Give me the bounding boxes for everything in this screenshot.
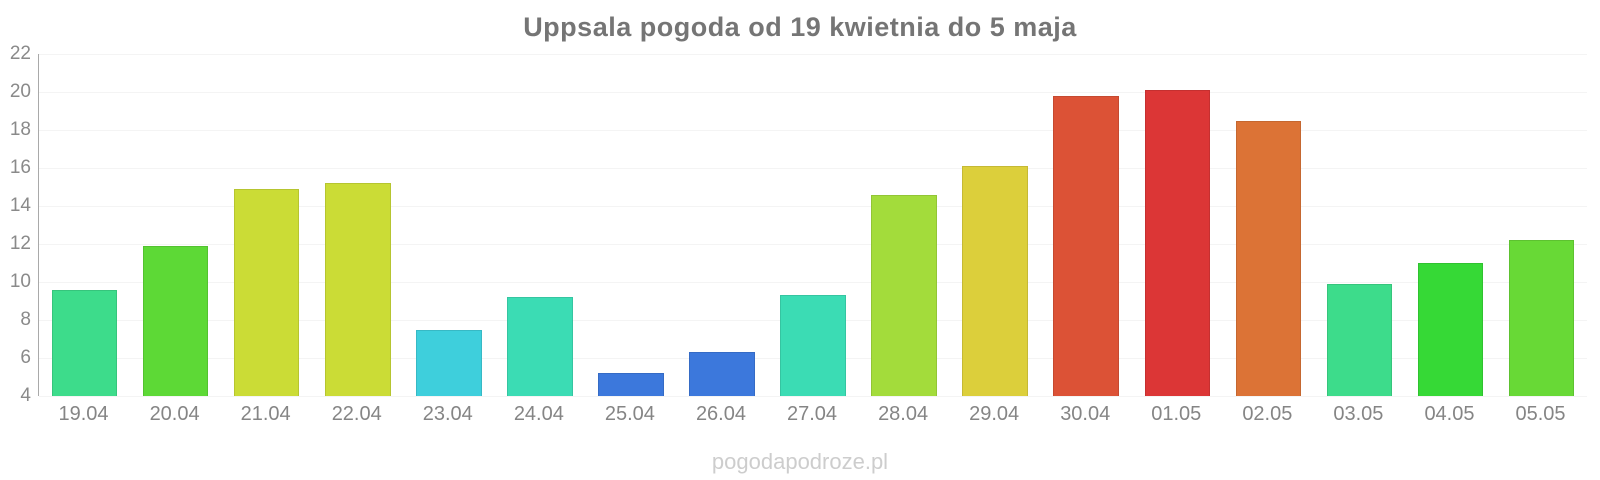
y-tick-label-6: 6 [20,346,31,368]
chart-title: Uppsala pogoda od 19 kwietnia do 5 maja [523,12,1077,42]
x-tick-label-22.04: 22.04 [331,403,382,425]
bar-slot-26.04 [676,54,767,396]
bar-02.05 [1235,120,1302,396]
bar-30.04 [1053,95,1119,396]
y-tick-label-20: 20 [9,80,31,102]
bar-slot-23.04 [403,54,494,396]
bar-slot-05.05 [1496,54,1587,396]
bars-layer [39,54,1587,396]
y-tick-label-16: 16 [9,157,31,178]
bar-22.04 [324,183,391,396]
bar-slot-21.04 [221,54,312,396]
y-tick-label-4: 4 [20,385,31,406]
bar-25.04 [598,373,664,396]
bar-03.05 [1326,283,1393,396]
x-tick-label-29.04: 29.04 [969,403,1020,425]
y-tick-label-8: 8 [20,309,31,330]
bar-slot-02.05 [1223,54,1314,396]
bar-slot-19.04 [39,54,130,396]
bar-slot-28.04 [859,54,950,396]
bar-28.04 [871,194,937,396]
bar-23.04 [416,329,482,396]
bar-20.04 [142,245,209,396]
bar-27.04 [780,295,846,396]
y-tick-label-14: 14 [9,194,31,216]
plot-area: 4 6 8 10 12 14 16 18 20 22 [10,43,1587,406]
bar-19.04 [51,289,118,396]
watermark: pogodapodroze.pl [711,449,889,474]
bar-slot-24.04 [494,54,585,396]
bar-slot-01.05 [1132,54,1223,396]
y-tick-label-22: 22 [9,43,31,64]
x-tick-label-24.04: 24.04 [513,403,564,425]
y-tick-label-10: 10 [9,271,31,292]
bar-slot-22.04 [312,54,403,396]
x-axis-labels: 19.04 20.04 21.04 22.04 23.04 24.04 25.04 26.04… [38,403,1586,426]
bar-01.05 [1144,90,1211,396]
x-tick-label-30.04: 30.04 [1060,403,1111,425]
x-tick-label-21.04: 21.04 [240,403,291,425]
x-tick-label-20.04: 20.04 [149,403,200,425]
bar-slot-03.05 [1314,54,1405,396]
x-tick-label-23.04: 23.04 [422,403,473,425]
bar-slot-29.04 [950,54,1041,396]
x-tick-label-19.04: 19.04 [58,403,109,425]
bar-slot-20.04 [130,54,221,396]
bar-slot-30.04 [1041,54,1132,396]
bar-29.04 [962,166,1028,396]
bar-21.04 [233,188,300,396]
y-tick-label-12: 12 [9,233,31,254]
gridline-4 [39,396,1587,397]
bar-slot-25.04 [585,54,676,396]
x-tick-label-27.04: 27.04 [787,403,838,425]
bar-04.05 [1417,263,1484,396]
bar-05.05 [1508,240,1575,396]
bar-24.04 [507,297,573,396]
x-tick-label-26.04: 26.04 [695,403,746,425]
x-tick-label-04.05: 04.05 [1424,403,1475,425]
x-tick-label-25.04: 25.04 [604,403,655,425]
bar-slot-04.05 [1405,54,1496,396]
x-tick-label-28.04: 28.04 [878,403,929,425]
x-tick-label-02.05: 02.05 [1242,403,1293,425]
x-tick-label-01.05: 01.05 [1151,403,1202,425]
bar-slot-27.04 [768,54,859,396]
y-tick-label-18: 18 [9,118,31,140]
bar-26.04 [689,352,755,396]
x-tick-label-03.05: 03.05 [1333,403,1384,425]
x-tick-label-05.05: 05.05 [1515,403,1566,425]
